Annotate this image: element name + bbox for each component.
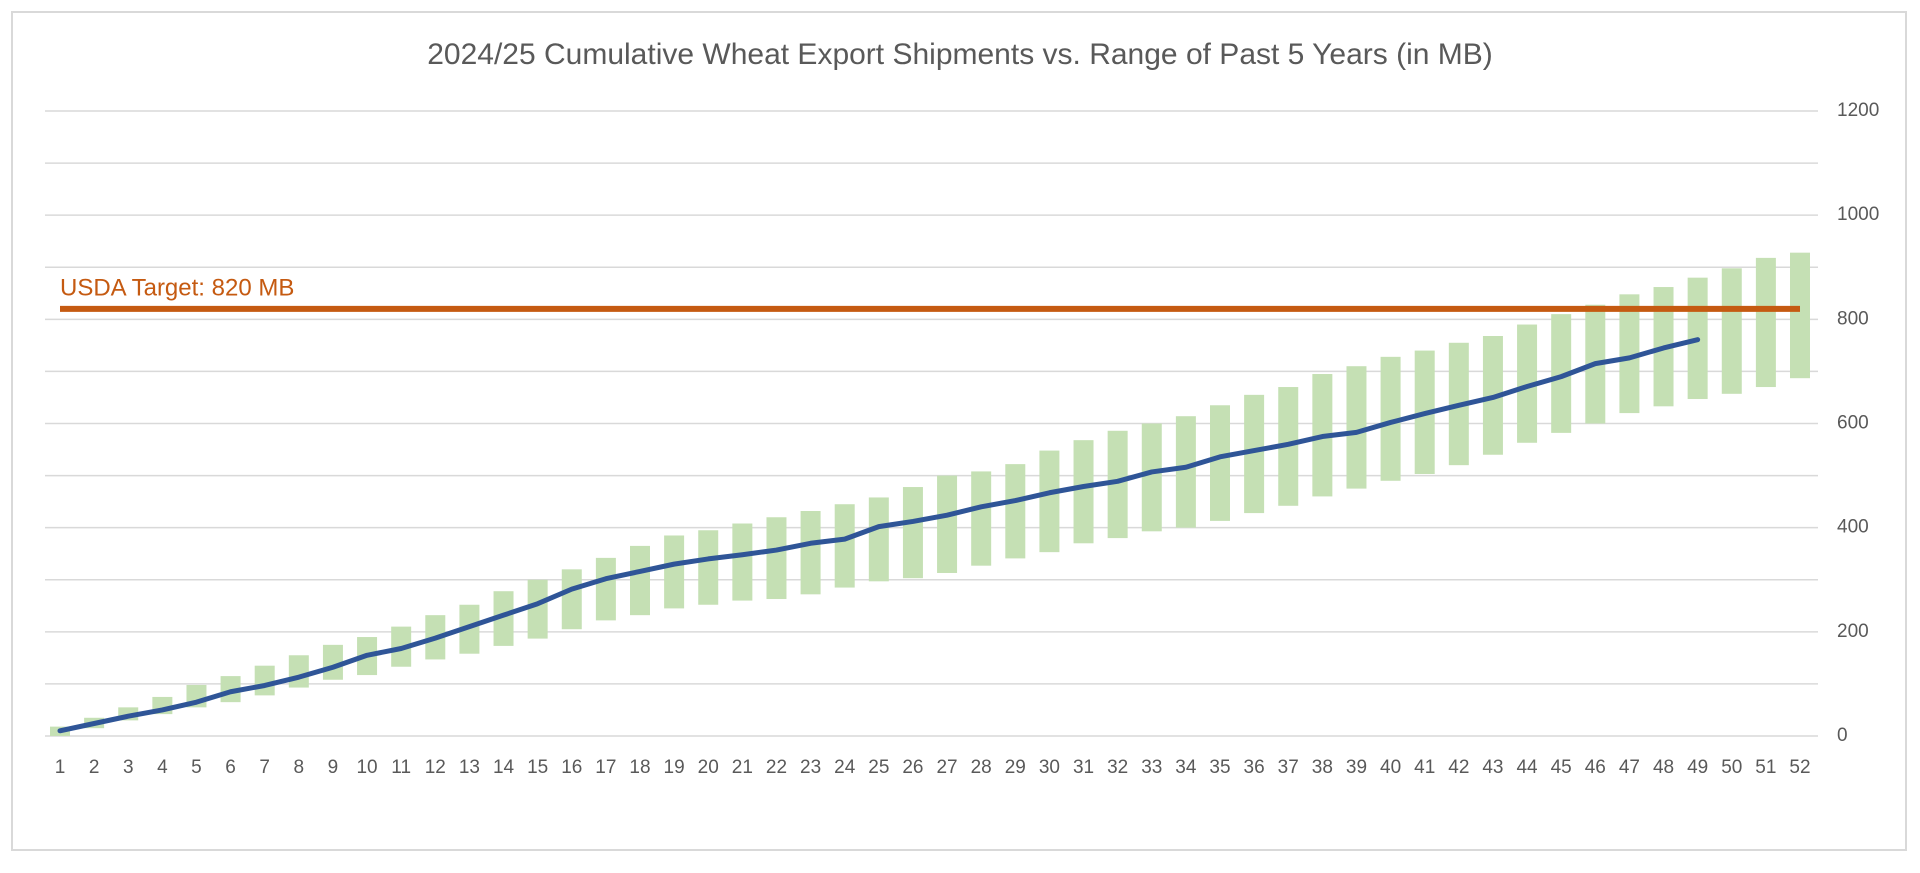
range-bar [493, 591, 514, 646]
range-bar [800, 511, 821, 595]
x-tick-label: 20 [698, 757, 719, 778]
x-tick-label: 13 [459, 757, 480, 778]
y-tick-label: 1000 [1837, 204, 1879, 225]
x-tick-label: 6 [225, 757, 236, 778]
range-bar [1755, 257, 1776, 388]
range-bar [630, 545, 650, 616]
y-tick-label: 0 [1837, 725, 1848, 746]
x-tick-label: 38 [1312, 757, 1333, 778]
range-bar [1141, 423, 1162, 532]
range-bar [1005, 464, 1026, 559]
range-bar [766, 517, 787, 600]
chart-title: 2024/25 Cumulative Wheat Export Shipment… [427, 38, 1493, 71]
x-tick-label: 4 [157, 757, 168, 778]
x-tick-label: 21 [732, 757, 753, 778]
x-tick-label: 51 [1755, 757, 1776, 778]
range-bar [1175, 416, 1196, 528]
x-tick-label: 7 [259, 757, 270, 778]
range-bar [1107, 430, 1128, 539]
x-tick-label: 25 [868, 757, 889, 778]
range-bar [732, 523, 753, 601]
x-tick-label: 22 [766, 757, 787, 778]
x-tick-label: 15 [527, 757, 548, 778]
x-tick-label: 50 [1721, 757, 1742, 778]
range-bar [1244, 394, 1265, 514]
x-tick-label: 37 [1278, 757, 1299, 778]
range-bar [288, 655, 309, 688]
x-tick-label: 26 [902, 757, 923, 778]
range-bar [834, 504, 855, 588]
range-bar [527, 579, 548, 639]
x-tick-label: 9 [328, 757, 339, 778]
x-tick-label: 24 [834, 757, 856, 778]
x-tick-label: 43 [1482, 757, 1503, 778]
x-tick-label: 10 [356, 757, 377, 778]
x-tick-label: 1 [55, 757, 66, 778]
x-tick-label: 31 [1073, 757, 1094, 778]
x-tick-label: 49 [1687, 757, 1708, 778]
x-tick-label: 11 [391, 757, 411, 778]
range-bar [698, 530, 719, 605]
x-tick-label: 39 [1346, 757, 1367, 778]
x-tick-label: 46 [1585, 757, 1606, 778]
x-tick-label: 44 [1516, 757, 1538, 778]
range-bar [1073, 440, 1094, 544]
y-tick-label: 600 [1837, 413, 1869, 434]
x-tick-label: 48 [1653, 757, 1674, 778]
range-bar [1039, 450, 1060, 553]
x-tick-label: 35 [1209, 757, 1230, 778]
x-tick-label: 17 [595, 757, 616, 778]
x-tick-label: 16 [561, 757, 582, 778]
target-label: USDA Target: 820 MB [60, 274, 294, 301]
x-tick-label: 2 [89, 757, 100, 778]
range-bar [937, 475, 958, 573]
x-tick-label: 40 [1380, 757, 1401, 778]
range-bar [1551, 314, 1572, 433]
x-tick-label: 36 [1244, 757, 1265, 778]
x-tick-label: 52 [1789, 757, 1810, 778]
x-tick-label: 5 [191, 757, 202, 778]
shipments-line [57, 337, 1701, 734]
range-bar [254, 665, 275, 696]
x-tick-label: 33 [1141, 757, 1162, 778]
range-bar [1619, 294, 1640, 414]
x-tick-label: 41 [1414, 757, 1435, 778]
range-bar [1790, 252, 1810, 379]
x-tick-label: 14 [493, 757, 515, 778]
range-bar [561, 569, 582, 630]
x-tick-label: 27 [936, 757, 957, 778]
range-bar [868, 497, 889, 582]
x-tick-label: 29 [1005, 757, 1026, 778]
range-bar [1346, 366, 1367, 489]
range-bar [1210, 405, 1230, 521]
range-bar [902, 487, 923, 579]
range-bar [1721, 268, 1742, 394]
x-tick-label: 34 [1175, 757, 1197, 778]
x-tick-label: 42 [1448, 757, 1469, 778]
range-bar [664, 535, 685, 609]
y-tick-label: 800 [1837, 308, 1869, 329]
y-tick-label: 1200 [1837, 100, 1879, 121]
y-tick-label: 400 [1837, 517, 1869, 538]
x-tick-label: 12 [425, 757, 446, 778]
x-tick-label: 19 [664, 757, 685, 778]
y-tick-label: 200 [1837, 621, 1869, 642]
x-tick-label: 45 [1551, 757, 1572, 778]
x-tick-label: 18 [629, 757, 650, 778]
x-tick-label: 32 [1107, 757, 1128, 778]
x-tick-label: 30 [1039, 757, 1060, 778]
x-tick-label: 47 [1619, 757, 1640, 778]
range-bar [595, 557, 616, 621]
x-tick-label: 8 [294, 757, 305, 778]
range-bar [1517, 324, 1538, 443]
x-tick-label: 28 [971, 757, 992, 778]
range-bar [1380, 356, 1401, 481]
chart-border [11, 11, 1907, 851]
range-bar [971, 471, 992, 566]
x-tick-label: 23 [800, 757, 821, 778]
x-tick-label: 3 [123, 757, 134, 778]
